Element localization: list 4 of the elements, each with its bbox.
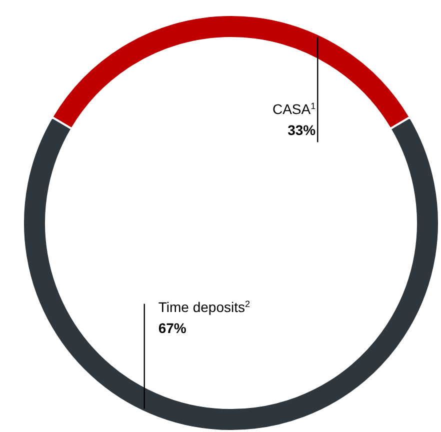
data-label: 67% — [158, 320, 187, 336]
slice-label: Time deposits$^{2}$ — [158, 298, 250, 315]
data-label: 33% — [288, 122, 316, 138]
slice-label: CASA$^{1}$ — [272, 101, 316, 118]
